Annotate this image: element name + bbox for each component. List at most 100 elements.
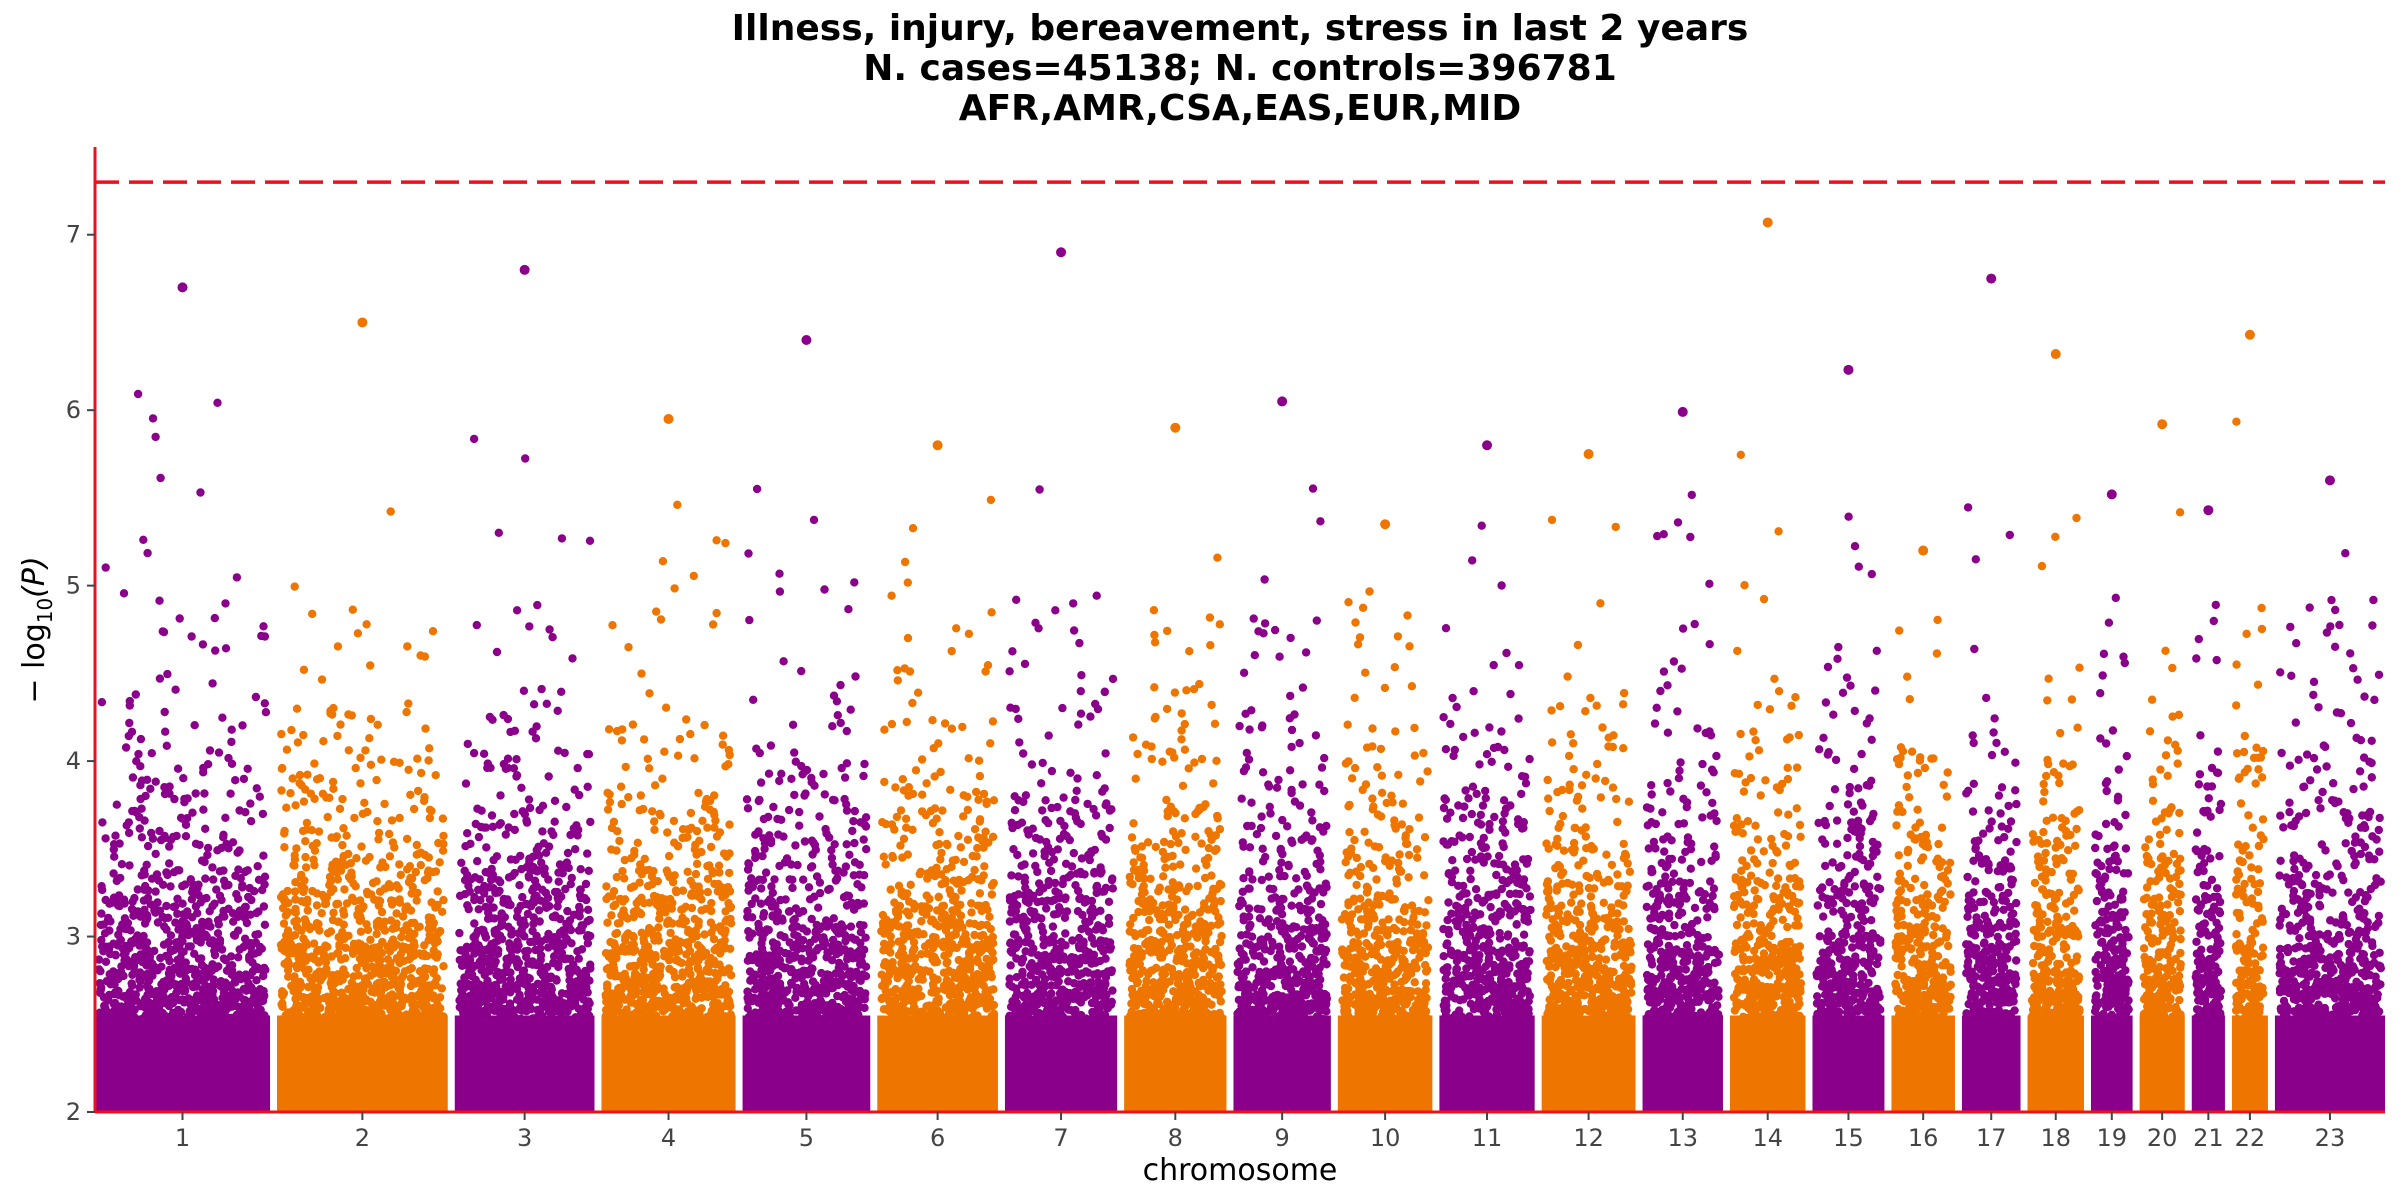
chromosome-22-dense-points xyxy=(2231,1015,2268,1112)
chromosome-4-points xyxy=(601,500,736,1029)
chromosome-12-dense-points xyxy=(1541,1015,1636,1112)
chromosome-16-points xyxy=(1891,615,1955,1029)
chromosome-9-dense-points xyxy=(1233,1015,1331,1112)
title-line-2: N. cases=45138; N. controls=396781 xyxy=(863,48,1617,89)
x-tick-label-chromosome-11: 11 xyxy=(1472,1124,1503,1152)
x-tick-label-chromosome-4: 4 xyxy=(661,1124,676,1152)
chromosome-8-dense-points xyxy=(1124,1015,1227,1112)
chromosome-4-dense-points xyxy=(601,1015,736,1112)
chromosome-3-dense-points xyxy=(454,1015,595,1112)
y-axis-title-prefix: − log xyxy=(17,623,52,703)
chromosome-23-dense-points xyxy=(2274,1015,2385,1112)
chromosome-22-peak-point xyxy=(2244,329,2255,340)
chromosome-20-points xyxy=(2139,508,2185,1029)
y-tick-label: 5 xyxy=(66,572,81,600)
x-tick-label-chromosome-6: 6 xyxy=(930,1124,945,1152)
chromosome-19-dense-points xyxy=(2090,1015,2133,1112)
chromosome-3-peak-point xyxy=(519,264,530,275)
chromosome-5-peak-point xyxy=(801,335,812,345)
chromosome-10-dense-points xyxy=(1337,1015,1433,1112)
chromosome-16-dense-points xyxy=(1891,1015,1955,1112)
x-tick-label-chromosome-20: 20 xyxy=(2147,1124,2178,1152)
x-tick-label-chromosome-15: 15 xyxy=(1833,1124,1864,1152)
chromosome-22-points xyxy=(2231,417,2268,1029)
title-line-1: Illness, injury, bereavement, stress in … xyxy=(732,8,1749,49)
y-axis-title: − log10(P) xyxy=(17,556,57,703)
chromosome-1-points xyxy=(94,389,271,1029)
chromosome-13-peak-point xyxy=(1677,406,1688,417)
x-tick-label-chromosome-12: 12 xyxy=(1573,1124,1604,1152)
chromosome-12-points xyxy=(1542,515,1636,1029)
chromosome-8-points xyxy=(1125,553,1227,1028)
chromosome-14-dense-points xyxy=(1729,1015,1806,1112)
chromosome-12-peak-point xyxy=(1583,449,1594,460)
y-tick-label: 6 xyxy=(66,396,81,424)
chromosome-21-dense-points xyxy=(2191,1015,2225,1112)
chromosome-19-peak-point xyxy=(2106,489,2117,500)
x-tick-label-chromosome-14: 14 xyxy=(1752,1124,1783,1152)
chromosome-6-points xyxy=(877,495,999,1029)
chromosome-15-dense-points xyxy=(1812,1015,1885,1112)
chromosome-6-peak-point xyxy=(932,440,943,451)
chromosome-2-dense-points xyxy=(277,1015,448,1112)
chromosome-23-points xyxy=(2275,548,2385,1029)
chromosome-23-peak-point xyxy=(2324,475,2335,486)
chromosome-8-peak-point xyxy=(1170,422,1181,433)
chromosome-9-points xyxy=(1233,484,1331,1028)
chromosome-16-peak-point xyxy=(1918,545,1929,556)
chromosome-6-dense-points xyxy=(877,1015,998,1112)
chromosome-14-points xyxy=(1729,450,1806,1029)
chromosome-2-peak-point xyxy=(357,317,368,328)
chromosome-13-dense-points xyxy=(1642,1015,1723,1112)
chromosome-2-points xyxy=(276,507,448,1029)
chromosome-14-peak-point xyxy=(1762,217,1773,228)
chromosome-15-peak-point xyxy=(1843,364,1854,375)
chromosome-18-dense-points xyxy=(2027,1015,2084,1112)
x-tick-label-chromosome-9: 9 xyxy=(1275,1124,1290,1152)
x-tick-label-chromosome-3: 3 xyxy=(517,1124,532,1152)
x-tick-label-chromosome-19: 19 xyxy=(2097,1124,2128,1152)
chromosome-17-points xyxy=(1962,503,2021,1029)
chromosome-7-dense-points xyxy=(1004,1015,1118,1112)
x-tick-label-chromosome-10: 10 xyxy=(1370,1124,1401,1152)
chromosome-20-dense-points xyxy=(2139,1015,2185,1112)
x-tick-label-chromosome-22: 22 xyxy=(2235,1124,2266,1152)
chromosome-5-points xyxy=(742,484,871,1029)
chromosome-18-peak-point xyxy=(2050,349,2061,360)
title-line-3: AFR,AMR,CSA,EAS,EUR,MID xyxy=(959,88,1522,129)
chromosome-11-points xyxy=(1439,521,1535,1029)
chromosome-13-points xyxy=(1642,490,1724,1029)
chromosome-7-peak-point xyxy=(1056,247,1067,258)
data-points xyxy=(94,389,2385,1112)
x-tick-label-chromosome-13: 13 xyxy=(1667,1124,1698,1152)
x-tick-label-chromosome-18: 18 xyxy=(2040,1124,2071,1152)
peak-points xyxy=(177,217,2335,556)
chromosome-1-dense-points xyxy=(95,1015,271,1112)
chromosome-10-points xyxy=(1337,587,1433,1029)
chromosome-18-points xyxy=(2027,513,2084,1029)
x-tick-label-chromosome-16: 16 xyxy=(1908,1124,1939,1152)
y-tick-label: 3 xyxy=(66,923,81,951)
chromosome-5-dense-points xyxy=(742,1015,871,1112)
chart-title: Illness, injury, bereavement, stress in … xyxy=(732,8,1749,129)
x-tick-label-chromosome-23: 23 xyxy=(2315,1124,2346,1152)
chromosome-21-peak-point xyxy=(2203,505,2214,516)
x-axis-title: chromosome xyxy=(1143,1153,1338,1188)
x-tick-label-chromosome-5: 5 xyxy=(799,1124,814,1152)
chromosome-17-dense-points xyxy=(1961,1015,2021,1112)
x-tick-label-chromosome-1: 1 xyxy=(175,1124,190,1152)
y-axis-title-subscript: 10 xyxy=(33,598,57,623)
x-tick-label-chromosome-2: 2 xyxy=(355,1124,370,1152)
chromosome-7-points xyxy=(1005,485,1118,1029)
chromosome-1-peak-point xyxy=(177,282,188,293)
x-tick-label-chromosome-21: 21 xyxy=(2193,1124,2224,1152)
chromosome-11-dense-points xyxy=(1439,1015,1535,1112)
chromosome-9-peak-point xyxy=(1277,396,1288,407)
y-tick-label: 2 xyxy=(66,1098,81,1126)
x-tick-label-chromosome-17: 17 xyxy=(1976,1124,2007,1152)
x-tick-label-chromosome-7: 7 xyxy=(1053,1124,1068,1152)
chromosome-3-points xyxy=(455,434,595,1029)
x-axis-ticks: 1 2 3 4 5 6 7 8 9 10 11 12 13 14 15 16 17 18 19 20 21 22 23 xyxy=(175,1112,2345,1152)
chromosome-17-peak-point xyxy=(1986,273,1997,284)
